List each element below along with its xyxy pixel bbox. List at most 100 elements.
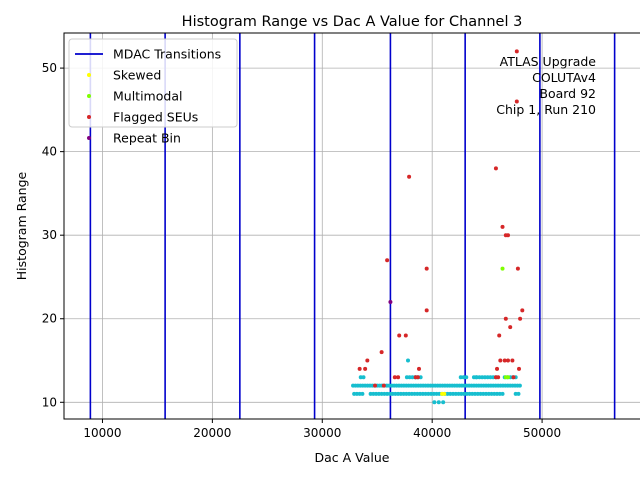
normal-point bbox=[431, 391, 436, 396]
normal-point bbox=[357, 391, 362, 396]
normal-point bbox=[470, 391, 475, 396]
annotation-line: COLUTAv4 bbox=[532, 70, 596, 85]
flagged-seu-point bbox=[508, 325, 513, 330]
normal-point bbox=[352, 391, 357, 396]
y-axis-label: Histogram Range bbox=[14, 171, 29, 280]
flagged-seu-point bbox=[514, 99, 519, 104]
normal-point bbox=[495, 391, 500, 396]
x-tick-label: 40000 bbox=[413, 426, 451, 440]
normal-point bbox=[382, 391, 387, 396]
normal-point bbox=[484, 391, 489, 396]
flagged-seu-point bbox=[497, 333, 502, 338]
x-tick-label: 10000 bbox=[83, 426, 121, 440]
normal-point bbox=[385, 391, 390, 396]
flagged-seu-point bbox=[363, 366, 368, 371]
normal-point bbox=[390, 391, 395, 396]
normal-point bbox=[376, 391, 381, 396]
x-axis-label: Dac A Value bbox=[315, 450, 390, 465]
legend-swatch-repeat-bin bbox=[87, 136, 91, 140]
repeat-bin-point bbox=[388, 300, 393, 305]
normal-point bbox=[464, 391, 469, 396]
flagged-seu-point bbox=[514, 49, 519, 54]
skewed-point bbox=[442, 391, 447, 396]
multimodal-point bbox=[500, 266, 505, 271]
annotation-line: ATLAS Upgrade bbox=[500, 54, 597, 69]
flagged-seu-point bbox=[397, 333, 402, 338]
normal-point bbox=[409, 391, 414, 396]
legend-label-skewed: Skewed bbox=[113, 68, 161, 83]
flagged-seu-point bbox=[365, 358, 370, 363]
flagged-seu-point bbox=[424, 308, 429, 313]
normal-point bbox=[437, 391, 442, 396]
normal-point bbox=[459, 391, 464, 396]
normal-point bbox=[420, 391, 425, 396]
y-tick-label: 50 bbox=[42, 61, 57, 75]
axis-ticks: 10000 20000 30000 40000 50000 10 20 30 40 50 bbox=[42, 61, 561, 440]
normal-point bbox=[406, 358, 411, 363]
y-tick-label: 20 bbox=[42, 312, 57, 326]
y-tick-label: 40 bbox=[42, 145, 57, 159]
normal-point bbox=[486, 391, 491, 396]
normal-point bbox=[485, 375, 490, 380]
normal-point bbox=[410, 375, 415, 380]
x-tick-label: 30000 bbox=[303, 426, 341, 440]
flagged-seu-point bbox=[502, 358, 507, 363]
normal-point bbox=[513, 391, 518, 396]
normal-point bbox=[379, 391, 384, 396]
plot-frame bbox=[63, 32, 640, 420]
flagged-seu-point bbox=[498, 358, 503, 363]
normal-point bbox=[396, 391, 401, 396]
normal-point bbox=[358, 375, 363, 380]
normal-point bbox=[491, 375, 496, 380]
flagged-seu-point bbox=[416, 366, 421, 371]
normal-point bbox=[456, 391, 461, 396]
normal-point bbox=[477, 375, 482, 380]
legend-swatch-flagged-seus bbox=[87, 115, 91, 119]
normal-point bbox=[489, 391, 494, 396]
normal-point bbox=[360, 391, 365, 396]
normal-point bbox=[412, 391, 417, 396]
legend-label-flagged-seus: Flagged SEUs bbox=[113, 110, 198, 125]
flagged-seu-point bbox=[373, 383, 378, 388]
normal-point bbox=[368, 391, 373, 396]
normal-point bbox=[445, 391, 450, 396]
normal-point bbox=[429, 391, 434, 396]
normal-point bbox=[488, 375, 493, 380]
normal-point bbox=[461, 375, 466, 380]
normal-point bbox=[500, 391, 505, 396]
normal-point bbox=[361, 375, 366, 380]
flagged-seu-point bbox=[357, 366, 362, 371]
flagged-seu-point bbox=[379, 350, 384, 355]
normal-point bbox=[407, 375, 412, 380]
grid-lines bbox=[64, 33, 640, 419]
flagged-seu-point bbox=[517, 366, 522, 371]
legend-label-multimodal: Multimodal bbox=[113, 89, 182, 104]
normal-point bbox=[473, 391, 478, 396]
flagged-seu-point bbox=[496, 375, 501, 380]
flagged-seu-point bbox=[518, 316, 523, 321]
annotation-line: Board 92 bbox=[539, 86, 596, 101]
normal-point bbox=[374, 391, 379, 396]
normal-point bbox=[458, 375, 463, 380]
flagged-seu-point bbox=[495, 366, 500, 371]
x-tick-label: 20000 bbox=[193, 426, 231, 440]
flagged-seu-point bbox=[520, 308, 525, 313]
normal-point bbox=[407, 391, 412, 396]
normal-point bbox=[404, 391, 409, 396]
normal-point bbox=[418, 391, 423, 396]
annotation-line: Chip 1, Run 210 bbox=[496, 102, 596, 117]
flagged-seu-point bbox=[424, 266, 429, 271]
flagged-seu-point bbox=[515, 266, 520, 271]
flagged-seu-point bbox=[392, 375, 397, 380]
flagged-seu-point bbox=[396, 375, 401, 380]
normal-point bbox=[398, 391, 403, 396]
flagged-seu-point bbox=[407, 174, 412, 179]
normal-point bbox=[497, 391, 502, 396]
legend: MDAC Transitions Skewed Multimodal Flagged … bbox=[68, 38, 238, 146]
normal-point bbox=[474, 375, 479, 380]
normal-point bbox=[441, 400, 446, 405]
flagged-seu-point bbox=[381, 383, 386, 388]
normal-point bbox=[481, 391, 486, 396]
flagged-seu-point bbox=[510, 358, 515, 363]
